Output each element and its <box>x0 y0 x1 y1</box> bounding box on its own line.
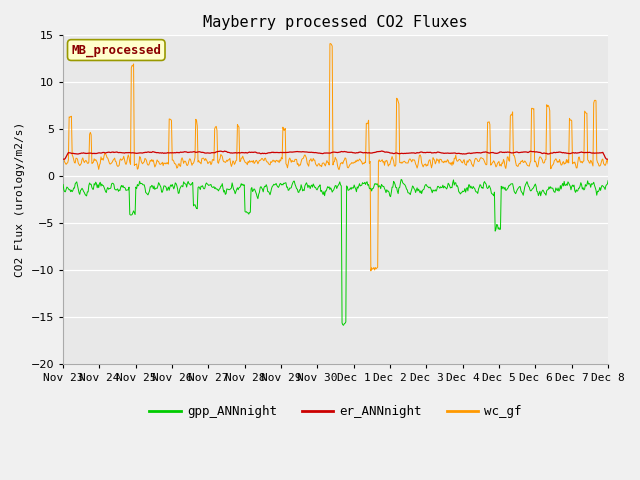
Title: Mayberry processed CO2 Fluxes: Mayberry processed CO2 Fluxes <box>204 15 468 30</box>
Legend: gpp_ANNnight, er_ANNnight, wc_gf: gpp_ANNnight, er_ANNnight, wc_gf <box>145 400 527 423</box>
Text: MB_processed: MB_processed <box>71 43 161 57</box>
Y-axis label: CO2 Flux (urology/m2/s): CO2 Flux (urology/m2/s) <box>15 122 25 277</box>
